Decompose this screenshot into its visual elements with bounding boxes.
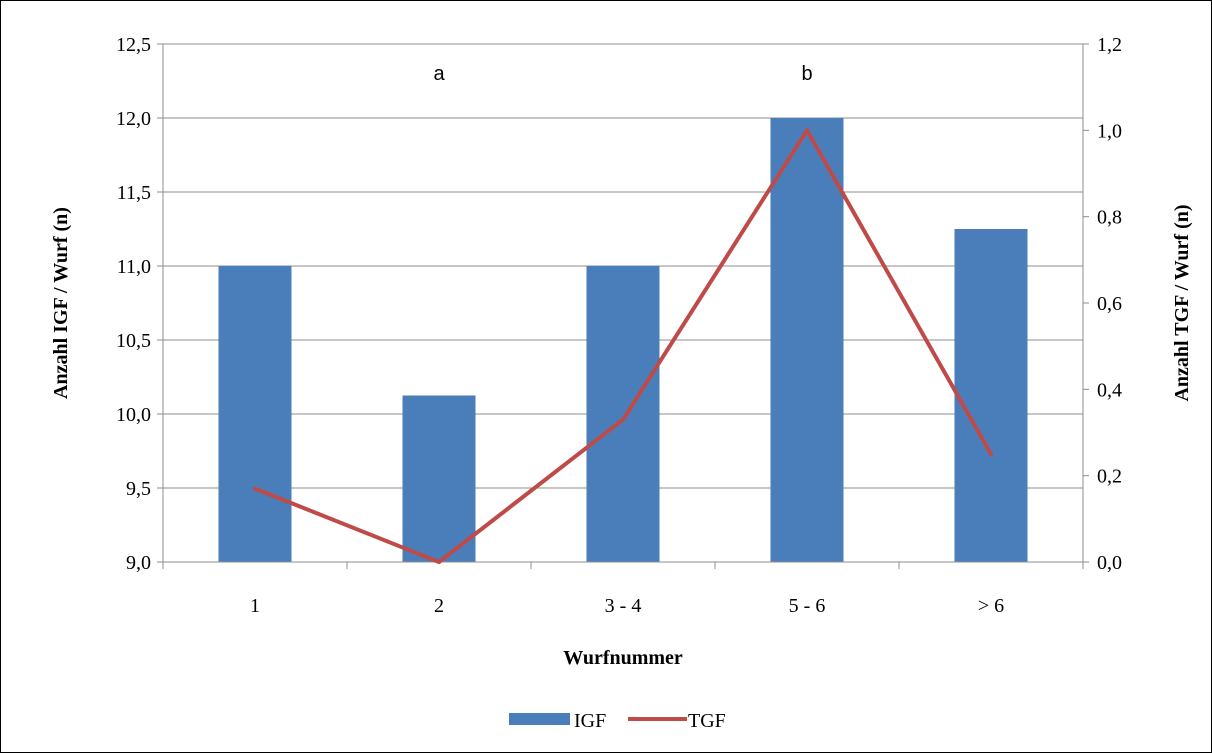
point-tgf <box>621 417 625 422</box>
bar-igf <box>402 395 476 562</box>
significance-label: a <box>433 63 445 85</box>
left-tick-label: 12,5 <box>116 34 151 56</box>
x-tick-label: 5 - 6 <box>789 595 826 617</box>
x-tick-label: 3 - 4 <box>605 595 642 617</box>
igf-bars <box>218 118 1028 562</box>
left-tick-label: 9,0 <box>126 552 151 574</box>
left-tick-label: 10,0 <box>116 404 151 426</box>
left-axis-ticks: 9,0 9,5 10,0 10,5 11,0 11,5 12,0 12,5 <box>116 34 151 574</box>
x-tick-label: 2 <box>434 595 444 617</box>
bar-igf <box>218 266 292 562</box>
x-tick-label: > 6 <box>978 595 1004 617</box>
right-axis-ticks: 0,0 0,2 0,4 0,6 0,8 1,0 1,2 <box>1097 34 1122 574</box>
point-tgf <box>805 128 809 133</box>
legend-swatch-igf <box>509 713 570 725</box>
gridlines <box>163 43 1083 489</box>
point-tgf <box>989 452 993 457</box>
left-tick-label: 12,0 <box>116 108 151 130</box>
legend-label-igf: IGF <box>574 710 606 732</box>
significance-label: b <box>801 63 812 85</box>
x-axis-ticks: 1 2 3 - 4 5 - 6 > 6 <box>250 595 1004 617</box>
bar-igf <box>586 266 660 562</box>
x-tick-label: 1 <box>250 595 260 617</box>
left-tick-label: 11,0 <box>117 256 151 278</box>
right-tick-label: 0,0 <box>1097 552 1122 574</box>
bar-igf <box>954 229 1028 562</box>
bar-igf <box>770 118 844 562</box>
x-axis-title: Wurfnummer <box>563 647 683 669</box>
left-tick-label: 10,5 <box>116 330 151 352</box>
tgf-line <box>253 128 993 564</box>
point-tgf <box>253 486 257 491</box>
left-tick-label: 11,5 <box>117 182 151 204</box>
right-tick-label: 0,8 <box>1097 207 1122 229</box>
y2-axis-title: Anzahl TGF / Wurf (n) <box>1171 204 1193 401</box>
right-tick-label: 0,6 <box>1097 293 1122 315</box>
right-tick-label: 0,4 <box>1097 379 1122 401</box>
point-tgf <box>437 560 441 564</box>
axes <box>157 43 1089 569</box>
right-tick-label: 1,0 <box>1097 120 1122 142</box>
legend: IGF TGF <box>509 710 726 732</box>
legend-label-tgf: TGF <box>688 710 726 732</box>
y-axis-title: Anzahl IGF / Wurf (n) <box>50 207 72 399</box>
right-tick-label: 0,2 <box>1097 466 1122 488</box>
right-tick-label: 1,2 <box>1097 34 1122 56</box>
left-tick-label: 9,5 <box>126 478 151 500</box>
